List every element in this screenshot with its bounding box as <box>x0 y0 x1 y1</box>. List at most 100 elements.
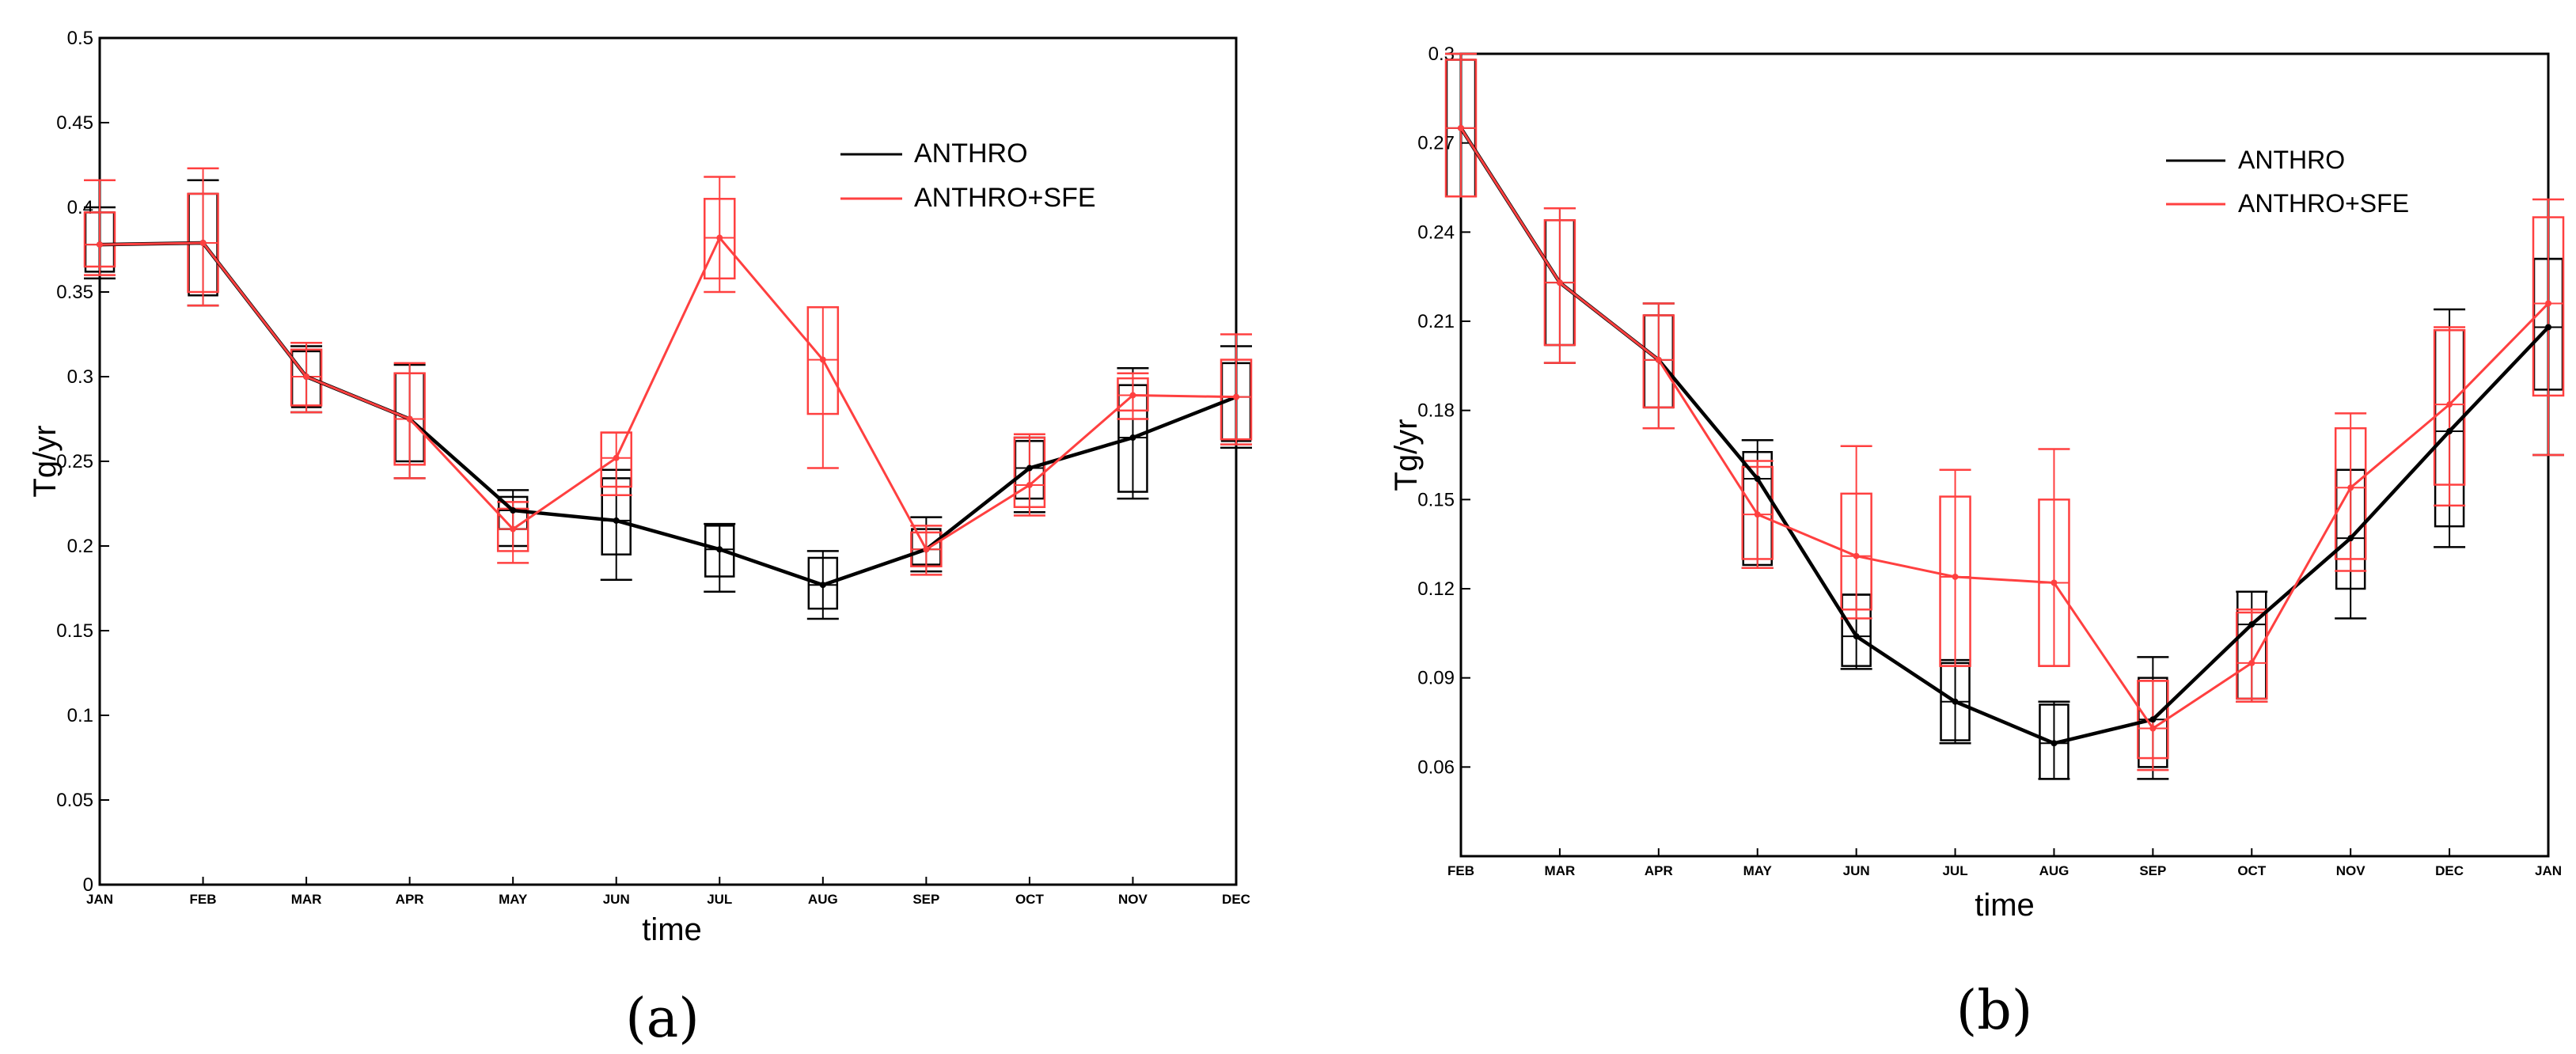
x-tick-label-a: JUL <box>707 892 732 907</box>
box-anthro-sfe <box>2236 611 2268 700</box>
x-tick-label-b: JAN <box>2535 863 2562 878</box>
x-tick-label-a: FEB <box>190 892 217 907</box>
box-anthro-sfe <box>1939 495 1971 667</box>
data-point-anthro-sfe <box>613 454 620 461</box>
legend-label-anthro: ANTHRO <box>2238 146 2345 174</box>
panel-label-b: (b) <box>1956 980 2033 1042</box>
box-anthro <box>704 525 735 578</box>
data-point-anthro-sfe <box>1129 392 1136 399</box>
data-point-anthro <box>2051 740 2058 747</box>
x-tick-label-b: DEC <box>2435 863 2464 878</box>
box-anthro-sfe <box>2334 427 2367 560</box>
x-tick-label-a: OCT <box>1015 892 1045 907</box>
data-point-anthro-sfe <box>510 525 517 533</box>
plot-area-b <box>1459 52 2550 858</box>
data-point-anthro-sfe <box>2149 725 2157 732</box>
box-anthro-sfe <box>1642 314 1675 409</box>
data-point-anthro-sfe <box>303 373 310 380</box>
legend-label-anthro: ANTHRO <box>914 138 1028 169</box>
x-axis-label-b: time <box>1975 888 2035 923</box>
series-line-anthro-sfe <box>1459 127 2550 730</box>
x-tick-label-a: AUG <box>808 892 838 907</box>
box-anthro-sfe <box>1741 465 1774 560</box>
box-anthro-sfe <box>1220 358 1253 441</box>
y-tick-label-a: 0.15 <box>56 620 93 642</box>
series-line-anthro <box>99 241 1237 587</box>
x-tick-label-b: SEP <box>2139 863 2166 878</box>
data-point-anthro <box>716 546 723 553</box>
box-anthro-sfe <box>2532 216 2565 397</box>
y-tick-label-a: 0 <box>83 874 93 896</box>
y-tick-label-b: 0.27 <box>1417 133 1455 154</box>
y-tick-label-a: 0.2 <box>67 536 93 557</box>
x-tick-label-b: JUL <box>1942 863 1967 878</box>
y-tick-label-a: 0.25 <box>56 451 93 472</box>
data-point-anthro-sfe <box>1655 356 1662 363</box>
data-point-anthro <box>613 517 620 524</box>
data-point-anthro-sfe <box>1026 481 1033 488</box>
x-tick-label-b: NOV <box>2336 863 2366 878</box>
data-point-anthro <box>819 582 826 589</box>
data-point-anthro-sfe <box>1458 124 1464 131</box>
x-tick-label-b: MAY <box>1743 863 1773 878</box>
box-anthro <box>2039 703 2070 780</box>
data-point-anthro-sfe <box>716 234 723 241</box>
x-tick-label-a: JUN <box>603 892 630 907</box>
x-tick-label-b: FEB <box>1447 863 1474 878</box>
box-anthro-sfe <box>290 348 323 407</box>
data-point-anthro-sfe <box>2051 579 2058 586</box>
legend-b: ANTHRO ANTHRO+SFE <box>2166 146 2409 218</box>
y-tick-label-b: 0.06 <box>1417 756 1455 778</box>
data-point-anthro-sfe <box>2347 484 2354 491</box>
x-tick-label-a: MAY <box>499 892 528 907</box>
panel-label-a: (a) <box>625 988 700 1050</box>
data-point-anthro-sfe <box>1233 393 1239 400</box>
data-point-anthro-sfe <box>2248 659 2255 666</box>
y-tick-label-b: 0.15 <box>1417 489 1455 510</box>
data-point-anthro <box>1853 633 1860 640</box>
data-point-anthro-sfe <box>1556 279 1563 286</box>
legend-label-anthro-sfe: ANTHRO+SFE <box>914 183 1096 213</box>
box-anthro-sfe <box>704 198 736 280</box>
y-tick-label-b: 0.18 <box>1417 400 1455 422</box>
legend-label-anthro-sfe: ANTHRO+SFE <box>2238 189 2409 218</box>
x-tick-label-b: JUN <box>1843 863 1870 878</box>
data-point-anthro <box>2545 324 2551 331</box>
data-point-anthro-sfe <box>923 546 930 553</box>
data-point-anthro-sfe <box>2545 300 2551 307</box>
x-tick-label-a: DEC <box>1222 892 1250 907</box>
y-axis-label-b: Tg/yr <box>1389 419 1424 491</box>
y-tick-label-a: 0.5 <box>67 28 93 49</box>
box-anthro-sfe <box>83 211 116 268</box>
box-anthro-sfe <box>1840 492 1872 611</box>
series-line-anthro <box>1459 127 2550 745</box>
y-tick-label-b: 0.09 <box>1417 668 1455 689</box>
legend-a: ANTHRO ANTHRO+SFE <box>840 138 1096 213</box>
data-point-anthro-sfe <box>199 239 207 246</box>
y-tick-label-a: 0.45 <box>56 112 93 134</box>
y-tick-label-a: 0.35 <box>56 282 93 303</box>
box-anthro <box>807 556 839 610</box>
data-point-anthro <box>2347 535 2354 542</box>
data-point-anthro-sfe <box>819 356 826 363</box>
y-tick-label-a: 0.05 <box>56 790 93 811</box>
y-tick-label-a: 0.1 <box>67 705 93 726</box>
x-tick-label-b: MAR <box>1545 863 1576 878</box>
box-anthro-sfe <box>2433 329 2466 486</box>
data-point-anthro <box>510 507 517 514</box>
series-line-anthro-sfe <box>99 237 1237 551</box>
data-point-anthro <box>1026 464 1033 472</box>
data-point-anthro <box>2446 427 2453 434</box>
y-tick-label-b: 0.24 <box>1417 222 1455 243</box>
data-point-anthro-sfe <box>1754 511 1761 518</box>
data-point-anthro-sfe <box>2446 401 2453 408</box>
x-axis-label-a: time <box>642 912 702 947</box>
y-tick-label-b: 0.12 <box>1417 578 1455 600</box>
data-point-anthro-sfe <box>97 241 103 248</box>
x-tick-label-a: JAN <box>86 892 113 907</box>
x-tick-label-a: SEP <box>912 892 939 907</box>
x-tick-label-b: OCT <box>2237 863 2267 878</box>
data-point-anthro <box>1129 434 1136 442</box>
x-tick-label-a: MAR <box>291 892 322 907</box>
